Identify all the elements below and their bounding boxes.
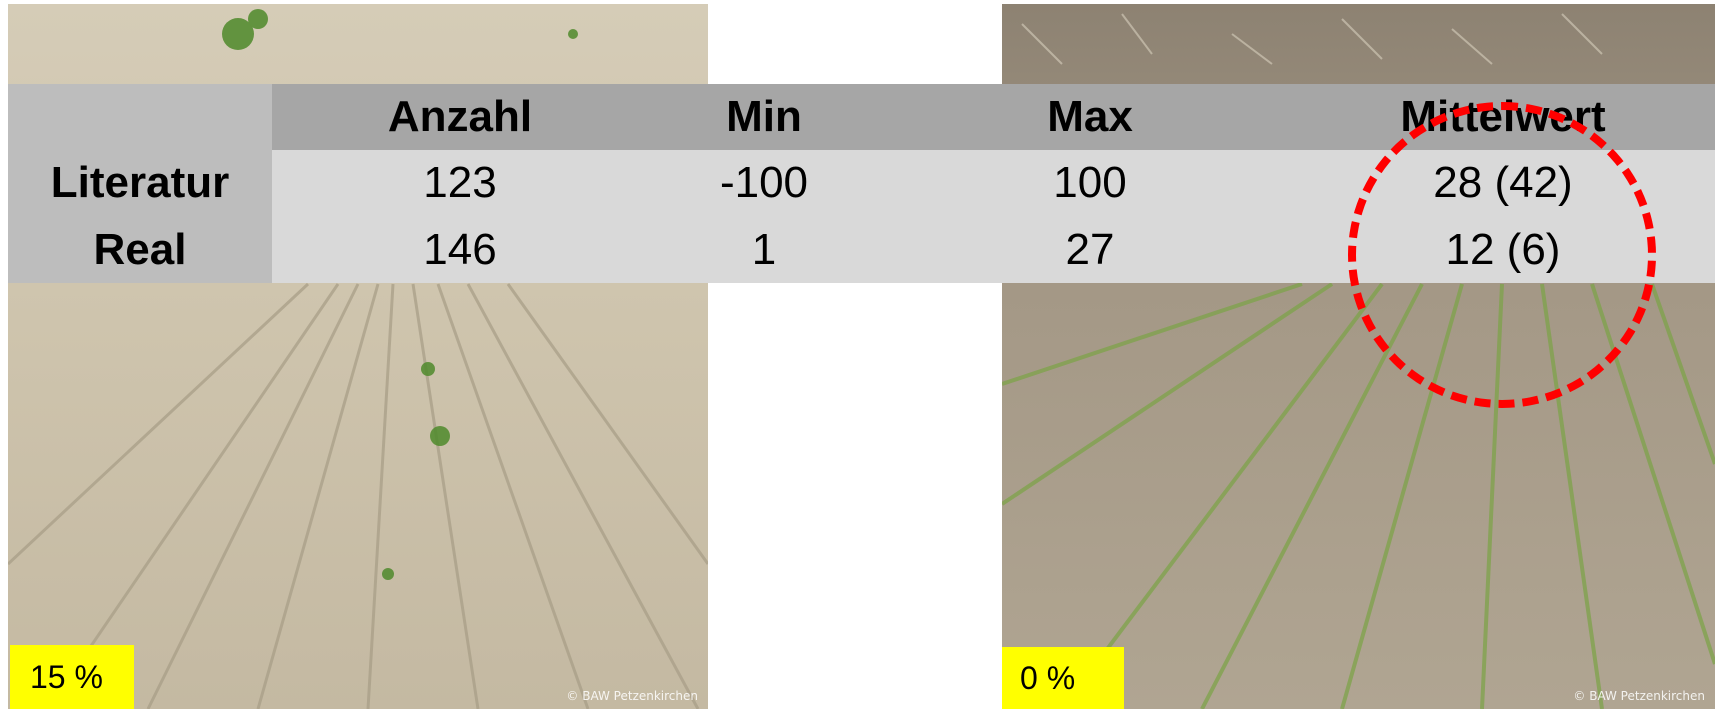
row-label-column xyxy=(8,84,272,283)
coverage-badge-left: 15 % xyxy=(10,645,134,709)
row-label-real: Real xyxy=(93,224,187,274)
coverage-badge-right: 0 % xyxy=(1002,647,1124,709)
table-body-background xyxy=(272,150,1715,283)
comparison-table: Anzahl Min Max Mittelwert Literatur 123 … xyxy=(8,84,1715,408)
cell-real-min: 1 xyxy=(751,224,777,274)
cell-literatur-anzahl: 123 xyxy=(423,158,497,207)
right-field-rows xyxy=(1002,13,1715,709)
header-anzahl: Anzahl xyxy=(387,92,533,141)
table-header-background xyxy=(272,84,1715,150)
table-row: Real 146 1 27 12 (6) xyxy=(8,216,1715,283)
copyright-right: © BAW Petzenkirchen xyxy=(1573,689,1705,703)
row-label-literatur: Literatur xyxy=(50,158,230,207)
header-mittelwert: Mittelwert xyxy=(1400,92,1606,141)
cell-literatur-max: 100 xyxy=(1053,158,1127,207)
table-header-row: Anzahl Min Max Mittelwert xyxy=(8,84,1715,150)
left-field-rows xyxy=(8,9,708,709)
table-row: Literatur 123 -100 100 28 (42) xyxy=(8,150,1715,216)
cell-literatur-mittelwert: 28 (42) xyxy=(1433,158,1573,207)
header-max: Max xyxy=(1047,92,1133,141)
copyright-left: © BAW Petzenkirchen xyxy=(566,689,698,703)
cell-real-anzahl: 146 xyxy=(423,224,497,274)
cell-literatur-min: -100 xyxy=(719,158,809,207)
cell-real-max: 27 xyxy=(1065,224,1115,274)
cell-real-mittelwert: 12 (6) xyxy=(1445,224,1561,274)
header-min: Min xyxy=(726,92,802,141)
